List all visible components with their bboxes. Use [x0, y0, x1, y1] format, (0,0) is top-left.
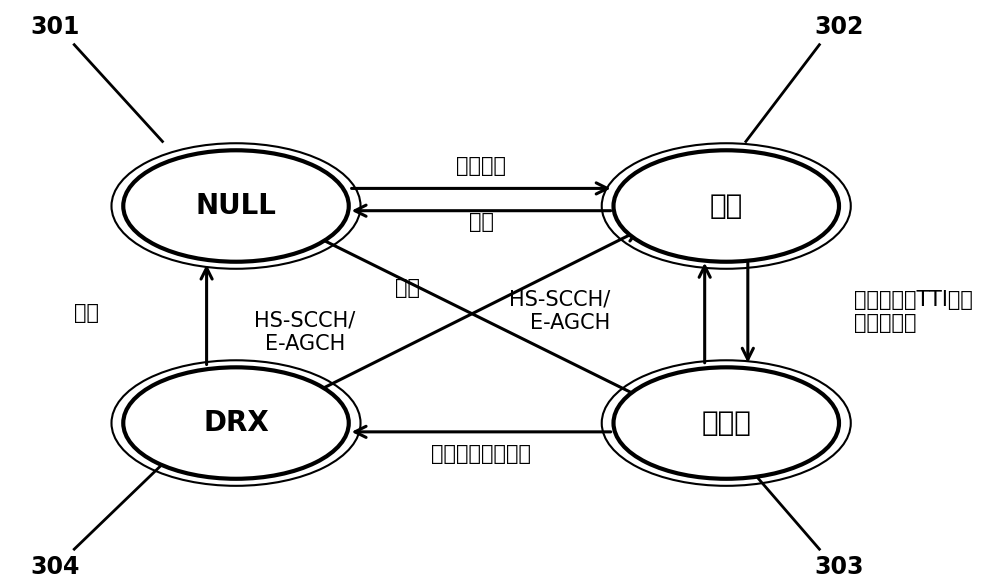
Text: HS-SCCH/
E-AGCH: HS-SCCH/ E-AGCH — [254, 310, 355, 354]
Text: 304: 304 — [30, 554, 79, 579]
Text: 释放: 释放 — [74, 303, 99, 323]
Text: 301: 301 — [30, 15, 79, 39]
Text: DRX: DRX — [203, 409, 269, 437]
Text: 303: 303 — [814, 554, 864, 579]
Text: 释放: 释放 — [395, 278, 420, 298]
Ellipse shape — [123, 368, 349, 479]
Text: 不活跃: 不活跃 — [701, 409, 751, 437]
Text: 活跃: 活跃 — [710, 192, 743, 220]
Text: HS-SCCH/
E-AGCH: HS-SCCH/ E-AGCH — [509, 290, 611, 333]
Text: 配置成功: 配置成功 — [456, 156, 506, 176]
Text: 不活跃定时器超时: 不活跃定时器超时 — [431, 443, 531, 463]
Ellipse shape — [123, 151, 349, 262]
Ellipse shape — [613, 368, 839, 479]
Text: 释放: 释放 — [469, 212, 494, 232]
Text: NULL: NULL — [196, 192, 276, 220]
Ellipse shape — [613, 151, 839, 262]
Text: 302: 302 — [814, 15, 864, 39]
Text: 连续若干个TTI没有
上下行传输: 连续若干个TTI没有 上下行传输 — [854, 290, 973, 333]
